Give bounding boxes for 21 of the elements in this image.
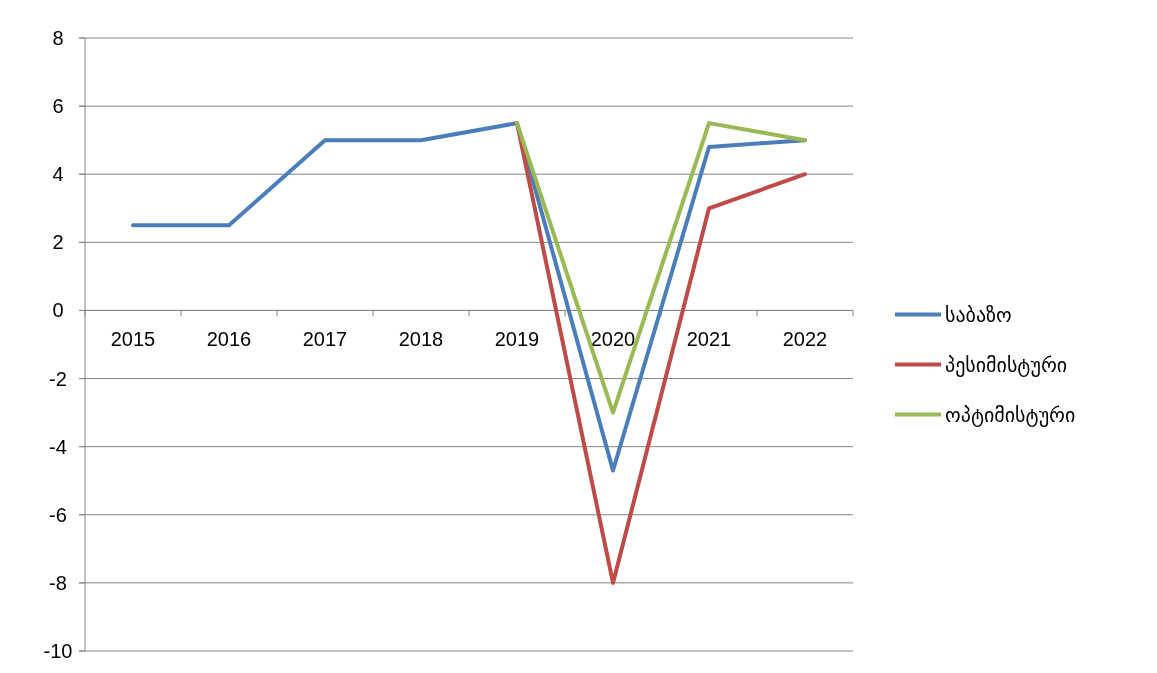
y-tick-label: -6 bbox=[49, 503, 67, 526]
x-tick-label: 2018 bbox=[398, 328, 444, 351]
x-tick-label: 2022 bbox=[782, 328, 828, 351]
y-tick-label: -4 bbox=[49, 435, 67, 458]
x-tick-label: 2019 bbox=[494, 328, 540, 351]
legend-label: პესიმისტური bbox=[945, 353, 1068, 377]
legend-label: ოპტიმისტური bbox=[945, 403, 1076, 427]
x-tick-label: 2016 bbox=[206, 328, 252, 351]
y-tick-label: 2 bbox=[52, 231, 64, 254]
y-tick-label: 8 bbox=[52, 27, 64, 49]
y-tick-label: -10 bbox=[43, 640, 73, 662]
y-tick-label: 0 bbox=[52, 299, 64, 322]
x-tick-label: 2015 bbox=[110, 328, 156, 351]
x-tick-label: 2017 bbox=[302, 328, 348, 351]
y-tick-label: -8 bbox=[49, 571, 67, 594]
y-tick-label: 4 bbox=[52, 163, 64, 186]
x-tick-label: 2021 bbox=[686, 328, 732, 351]
x-tick-label: 2020 bbox=[590, 328, 636, 351]
y-tick-label: 6 bbox=[52, 95, 64, 118]
legend-label: საბაზო bbox=[945, 303, 1012, 326]
y-tick-label: -2 bbox=[49, 367, 67, 390]
